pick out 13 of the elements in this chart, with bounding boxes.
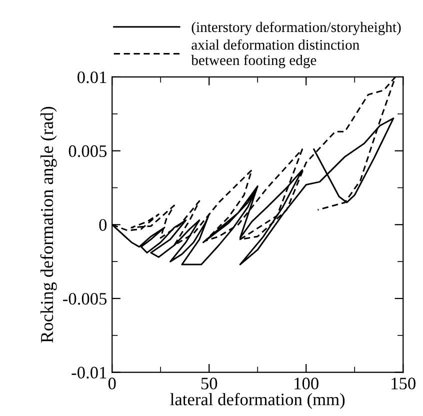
y-tick-label: -0.01 bbox=[72, 366, 106, 379]
y-tick-label: -0.005 bbox=[63, 292, 107, 305]
x-axis-title: lateral deformation (mm) bbox=[170, 392, 345, 409]
x-tick-label: 100 bbox=[294, 378, 318, 390]
y-axis-title: Rocking deformation angle (rad) bbox=[40, 106, 57, 343]
y-tick-label: 0.01 bbox=[78, 71, 106, 84]
legend-label: axial deformation distinction between footing edge bbox=[191, 39, 360, 68]
y-tick-label: 0.005 bbox=[68, 145, 107, 158]
x-tick-label: 150 bbox=[392, 378, 416, 390]
x-tick-label: 50 bbox=[201, 378, 218, 390]
y-tick-label: 0 bbox=[99, 219, 107, 231]
x-tick-label: 0 bbox=[108, 378, 116, 390]
legend-label: (interstory deformation/storyheight) bbox=[192, 22, 401, 36]
